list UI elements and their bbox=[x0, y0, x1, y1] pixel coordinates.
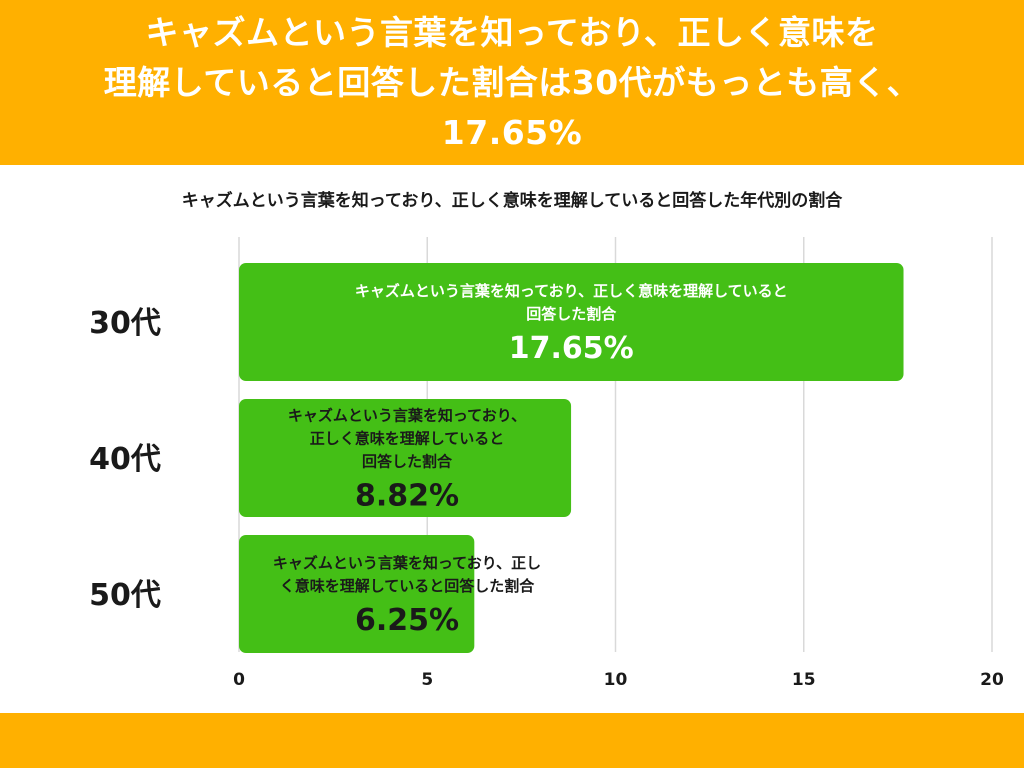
headline-line-1: キャズムという言葉を知っており、正しく意味を bbox=[145, 12, 879, 52]
category-label: 40代 bbox=[89, 442, 161, 477]
bar bbox=[239, 399, 572, 517]
bar-description-label: 正しく意味を理解していると bbox=[310, 430, 505, 448]
category-label: 30代 bbox=[89, 306, 161, 341]
category-label: 50代 bbox=[89, 578, 161, 613]
bar-description-label: 回答した割合 bbox=[526, 305, 617, 323]
bar bbox=[239, 263, 904, 381]
bar-description-label: く意味を理解していると回答した割合 bbox=[280, 577, 536, 595]
bar-description-label: 回答した割合 bbox=[362, 453, 453, 471]
bar-value-label: 6.25% bbox=[355, 603, 459, 638]
headline-band: キャズムという言葉を知っており、正しく意味を 理解していると回答した割合は30代… bbox=[0, 0, 1024, 165]
footer-band bbox=[0, 713, 1024, 768]
x-tick-label: 5 bbox=[421, 670, 433, 690]
bar-description-label: キャズムという言葉を知っており、正し bbox=[273, 554, 541, 572]
bar-value-label: 17.65% bbox=[509, 331, 634, 366]
bar-description-label: キャズムという言葉を知っており、 bbox=[288, 407, 526, 425]
bar bbox=[239, 535, 475, 653]
headline-line-3: 17.65% bbox=[441, 112, 583, 152]
x-tick-label: 10 bbox=[604, 670, 628, 690]
headline-line-2: 理解していると回答した割合は30代がもっとも高く、 bbox=[103, 62, 921, 102]
x-tick-label: 20 bbox=[980, 670, 1004, 690]
x-tick-label: 15 bbox=[792, 670, 816, 690]
x-tick-label: 0 bbox=[233, 670, 245, 690]
bar-description-label: キャズムという言葉を知っており、正しく意味を理解していると bbox=[355, 282, 788, 300]
bar-value-label: 8.82% bbox=[355, 479, 459, 514]
chart-title: キャズムという言葉を知っており、正しく意味を理解していると回答した年代別の割合 bbox=[181, 191, 843, 211]
